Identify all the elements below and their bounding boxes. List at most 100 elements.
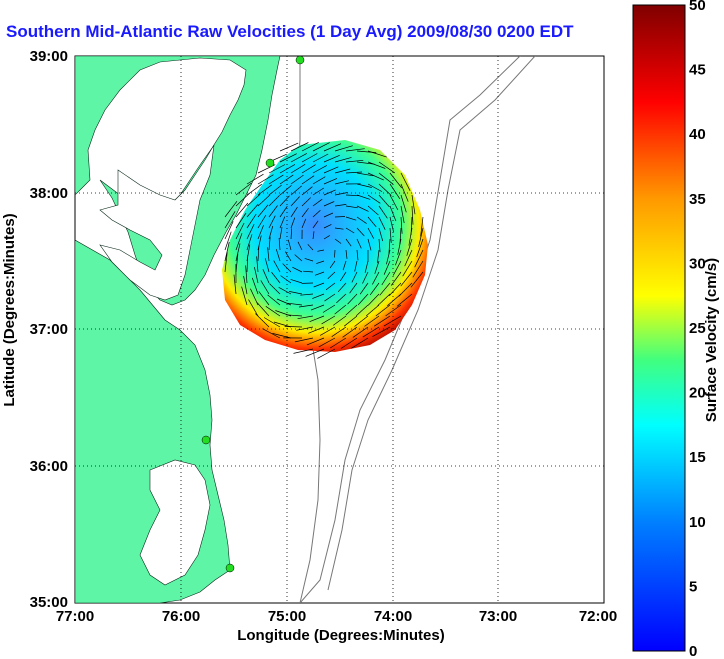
- velocity-vector: [362, 271, 369, 284]
- velocity-vector: [400, 205, 405, 224]
- velocity-vector: [378, 227, 384, 242]
- velocity-vector: [323, 235, 330, 240]
- velocity-vector: [351, 337, 369, 349]
- velocity-vector: [312, 165, 327, 174]
- station-marker: [295, 55, 305, 65]
- velocity-vector: [312, 231, 315, 240]
- velocity-vector: [356, 194, 371, 200]
- velocity-vector: [312, 220, 319, 229]
- grid-lines: [75, 56, 604, 603]
- velocity-vector: [235, 212, 247, 229]
- velocity-vector: [356, 227, 365, 237]
- velocity-vector: [367, 150, 387, 158]
- velocity-vector: [356, 183, 372, 188]
- velocity-vector: [257, 245, 260, 262]
- velocity-vector: [349, 282, 358, 294]
- velocity-vector: [389, 205, 397, 222]
- velocity-vector: [327, 271, 336, 279]
- velocity-vector: [364, 260, 369, 273]
- velocity-vector: [379, 282, 391, 296]
- y-tick-label: 37:00: [30, 321, 68, 338]
- velocity-vector: [378, 183, 392, 196]
- velocity-vector: [273, 321, 292, 328]
- velocity-vector: [290, 217, 296, 229]
- x-tick-label: 72:00: [579, 608, 617, 625]
- velocity-vector: [301, 164, 316, 174]
- velocity-vector: [389, 194, 399, 211]
- velocity-vector: [374, 260, 380, 274]
- velocity-vector: [301, 197, 311, 207]
- velocity-vector: [312, 209, 321, 218]
- velocity-vector: [308, 326, 325, 334]
- velocity-vector: [241, 286, 248, 306]
- velocity-vector: [301, 218, 307, 229]
- station-marker: [225, 563, 235, 573]
- velocity-vector: [275, 249, 281, 262]
- bathymetry-contour: [299, 56, 521, 603]
- velocity-vector: [269, 283, 281, 295]
- velocity-vector: [330, 337, 347, 349]
- velocity-vector: [279, 195, 290, 207]
- velocity-vector: [243, 275, 248, 295]
- velocity-vector: [334, 249, 336, 258]
- velocity-vector: [362, 326, 380, 338]
- velocity-vector: [411, 205, 414, 225]
- velocity-vector: [320, 326, 336, 336]
- velocity-vector: [402, 260, 413, 277]
- colorbar-tick-label: 40: [689, 126, 706, 143]
- velocity-vector: [279, 206, 288, 218]
- velocity-vector: [301, 186, 313, 196]
- velocity-vector: [364, 315, 380, 327]
- velocity-vector: [257, 174, 274, 185]
- colorbar-tick-label: 35: [689, 191, 706, 208]
- velocity-vector: [246, 193, 261, 207]
- velocity-vector: [420, 216, 424, 237]
- bathymetry-contour: [327, 56, 536, 591]
- velocity-vector: [386, 249, 391, 265]
- velocity-vector: [356, 238, 362, 249]
- velocity-vector: [334, 180, 349, 185]
- velocity-vector: [400, 216, 403, 234]
- velocity-vector: [367, 293, 380, 306]
- velocity-vector: [246, 213, 257, 229]
- colorbar-tick-label: 0: [689, 643, 697, 659]
- velocity-vector: [388, 282, 402, 296]
- velocity-vector: [351, 271, 358, 283]
- velocity-vector: [278, 237, 281, 251]
- velocity-vector: [383, 260, 391, 275]
- velocity-vector: [224, 200, 238, 218]
- velocity-vector: [279, 216, 286, 229]
- velocity-vector: [396, 293, 413, 307]
- velocity-vector: [298, 304, 314, 308]
- velocity-vector: [257, 214, 267, 229]
- velocity-vector: [377, 293, 391, 306]
- velocity-vector: [356, 249, 359, 261]
- velocity-vector: [267, 294, 281, 306]
- velocity-vector: [323, 166, 339, 174]
- velocity-vector: [408, 227, 413, 246]
- velocity-vector: [337, 282, 347, 293]
- velocity-vector: [290, 164, 306, 174]
- colorbar-tick-label: 15: [689, 449, 706, 466]
- colorbar: [632, 4, 686, 652]
- velocity-vector: [310, 304, 325, 311]
- velocity-vector: [312, 293, 325, 299]
- velocity-vector: [290, 196, 300, 207]
- velocity-vector: [301, 208, 309, 218]
- velocity-vector: [257, 224, 264, 240]
- velocity-vector: [307, 244, 314, 251]
- colorbar-tick-label: 25: [689, 320, 706, 337]
- velocity-vector: [256, 302, 270, 317]
- velocity-vector: [345, 159, 364, 163]
- station-marker: [265, 158, 275, 168]
- velocity-vector: [294, 337, 314, 343]
- velocity-vector: [248, 299, 259, 317]
- velocity-vector: [367, 161, 386, 169]
- velocity-vector: [354, 260, 358, 272]
- velocity-vector: [297, 315, 314, 320]
- velocity-vector: [224, 211, 236, 229]
- velocity-vector: [367, 172, 384, 181]
- velocity-vector: [410, 271, 424, 288]
- velocity-vector: [345, 194, 360, 197]
- velocity-vector: [314, 271, 325, 276]
